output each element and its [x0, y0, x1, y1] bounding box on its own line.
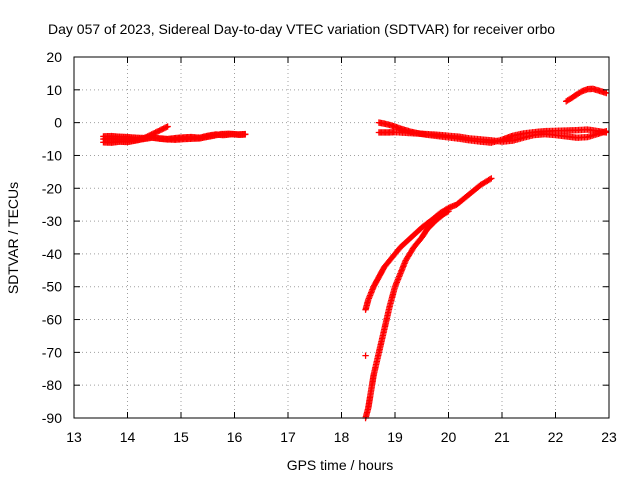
x-tick-label: 19	[387, 429, 403, 445]
x-tick-label: 13	[66, 429, 82, 445]
y-tick-label: -20	[42, 180, 62, 196]
data-point	[488, 175, 495, 182]
y-tick-label: -50	[42, 279, 62, 295]
data-point	[486, 176, 494, 183]
x-tick-label: 16	[227, 429, 243, 445]
data-layer	[100, 85, 610, 422]
x-tick-label: 22	[548, 429, 564, 445]
x-tick-label: 15	[173, 429, 189, 445]
data-point	[445, 208, 452, 215]
y-tick-label: -10	[42, 147, 62, 163]
data-point	[362, 352, 369, 359]
x-axis-label: GPS time / hours	[287, 457, 394, 473]
data-point	[164, 123, 171, 130]
x-tick-label: 17	[280, 429, 296, 445]
y-tick-label: 0	[54, 115, 62, 131]
chart-title: Day 057 of 2023, Sidereal Day-to-day VTE…	[48, 21, 555, 37]
y-tick-label: -90	[42, 410, 62, 426]
y-tick-label: 20	[46, 49, 62, 65]
data-point	[443, 208, 451, 216]
y-axis-label: SDTVAR / TECUs	[5, 182, 21, 294]
grid-layer	[74, 57, 609, 418]
y-tick-label: -60	[42, 312, 62, 328]
y-tick-label: -80	[42, 377, 62, 393]
y-tick-label: -70	[42, 344, 62, 360]
y-tick-label: -30	[42, 213, 62, 229]
series-arc-6	[563, 85, 610, 105]
series-arc-5	[375, 127, 610, 145]
series-outlier	[362, 352, 369, 359]
data-point	[603, 89, 610, 97]
data-point	[242, 130, 249, 138]
data-point	[603, 127, 610, 135]
x-tick-label: 18	[334, 429, 350, 445]
y-tick-label: 10	[46, 82, 62, 98]
x-tick-label: 23	[601, 429, 617, 445]
series-arc-7	[362, 175, 495, 313]
data-point	[163, 124, 170, 131]
series-arc-3	[100, 123, 171, 146]
tick-layer: 13 14 15 16 17 18 19 20 21 22 23 20 10 0 -10 -20 -30 -40 -…	[42, 49, 617, 445]
series-arc-8	[362, 208, 452, 422]
x-tick-label: 20	[441, 429, 457, 445]
y-tick-label: -40	[42, 246, 62, 262]
x-tick-label: 14	[120, 429, 136, 445]
x-tick-label: 21	[494, 429, 510, 445]
